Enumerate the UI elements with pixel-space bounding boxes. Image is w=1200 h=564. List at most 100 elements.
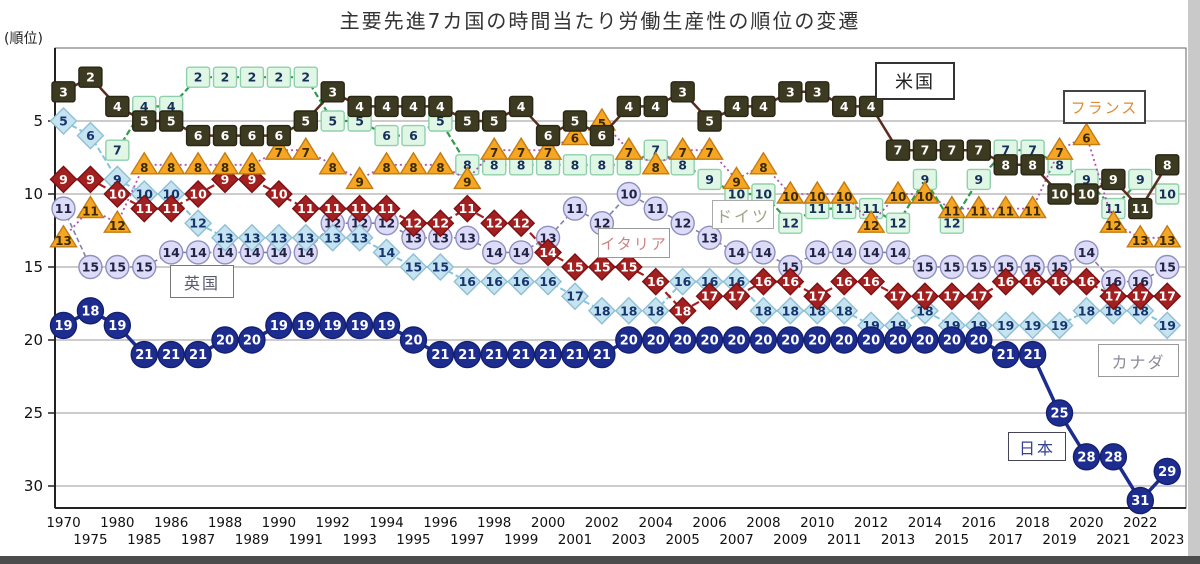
svg-text:15: 15 — [620, 260, 637, 275]
svg-text:8: 8 — [1163, 157, 1172, 172]
svg-text:13: 13 — [701, 230, 718, 245]
svg-text:3: 3 — [328, 84, 337, 99]
svg-text:16: 16 — [539, 274, 557, 289]
svg-text:11: 11 — [835, 201, 852, 216]
svg-text:13: 13 — [539, 230, 556, 245]
svg-text:20: 20 — [754, 334, 772, 349]
svg-text:2005: 2005 — [665, 532, 699, 548]
svg-text:10: 10 — [24, 185, 43, 203]
svg-text:1975: 1975 — [73, 532, 107, 548]
svg-text:10: 10 — [162, 187, 180, 202]
svg-text:6: 6 — [194, 128, 203, 143]
svg-text:10: 10 — [1159, 187, 1177, 202]
svg-text:11: 11 — [647, 201, 664, 216]
svg-text:15: 15 — [109, 260, 126, 275]
svg-text:7: 7 — [302, 146, 310, 160]
svg-text:13: 13 — [243, 230, 260, 245]
svg-text:2: 2 — [221, 70, 230, 85]
svg-text:6: 6 — [248, 128, 257, 143]
svg-text:2: 2 — [275, 70, 284, 85]
svg-text:28: 28 — [1104, 450, 1122, 465]
svg-text:13: 13 — [351, 230, 368, 245]
svg-text:18: 18 — [81, 304, 99, 319]
svg-text:14: 14 — [270, 245, 288, 260]
svg-text:21: 21 — [431, 348, 449, 363]
svg-text:11: 11 — [809, 201, 826, 216]
svg-text:5: 5 — [490, 114, 499, 129]
svg-text:11: 11 — [862, 201, 879, 216]
svg-text:4: 4 — [409, 99, 418, 114]
svg-text:31: 31 — [1131, 494, 1149, 509]
svg-text:9: 9 — [705, 172, 714, 187]
svg-text:13: 13 — [405, 230, 422, 245]
svg-text:2001: 2001 — [558, 532, 592, 548]
svg-text:1990: 1990 — [262, 515, 296, 531]
svg-text:13: 13 — [1132, 234, 1149, 248]
svg-text:11: 11 — [1132, 201, 1149, 216]
svg-text:14: 14 — [809, 245, 827, 260]
svg-text:7: 7 — [113, 143, 122, 158]
svg-text:13: 13 — [459, 230, 476, 245]
svg-text:12: 12 — [109, 219, 126, 233]
right-edge-bar — [1188, 0, 1200, 556]
svg-text:11: 11 — [297, 201, 314, 216]
svg-text:8: 8 — [329, 161, 337, 175]
svg-text:10: 10 — [1051, 187, 1069, 202]
svg-text:7: 7 — [705, 146, 713, 160]
svg-text:4: 4 — [382, 99, 391, 114]
svg-text:19: 19 — [108, 319, 126, 334]
svg-text:4: 4 — [732, 99, 741, 114]
svg-text:8: 8 — [652, 161, 660, 175]
svg-text:1986: 1986 — [154, 515, 188, 531]
svg-text:18: 18 — [782, 303, 799, 318]
svg-text:2015: 2015 — [935, 532, 969, 548]
svg-text:14: 14 — [835, 245, 853, 260]
series-label-uk: 英国 — [170, 265, 234, 298]
svg-text:16: 16 — [997, 274, 1015, 289]
svg-text:8: 8 — [167, 161, 175, 175]
svg-text:16: 16 — [459, 274, 477, 289]
svg-text:2002: 2002 — [585, 515, 619, 531]
svg-text:11: 11 — [324, 201, 341, 216]
series-japan: 19 18 19 21 21 21 20 20 19 19 19 19 19 20 21 21 21 21 21 21… — [49, 297, 1181, 515]
svg-text:21: 21 — [135, 348, 153, 363]
svg-text:12: 12 — [432, 216, 449, 231]
svg-text:20: 20 — [808, 334, 826, 349]
svg-text:18: 18 — [1132, 303, 1149, 318]
svg-text:20: 20 — [24, 331, 43, 349]
svg-text:5: 5 — [598, 117, 606, 131]
svg-text:5: 5 — [705, 114, 714, 129]
svg-text:2: 2 — [86, 70, 95, 85]
svg-text:8: 8 — [194, 161, 202, 175]
svg-text:17: 17 — [970, 289, 987, 304]
svg-text:10: 10 — [620, 187, 638, 202]
svg-text:18: 18 — [593, 303, 610, 318]
svg-text:13: 13 — [324, 230, 341, 245]
svg-text:6: 6 — [1082, 132, 1090, 146]
svg-text:21: 21 — [997, 348, 1015, 363]
svg-text:12: 12 — [674, 216, 691, 231]
svg-text:6: 6 — [221, 128, 230, 143]
svg-text:13: 13 — [297, 230, 314, 245]
svg-text:15: 15 — [916, 260, 933, 275]
svg-text:21: 21 — [512, 348, 530, 363]
svg-text:2007: 2007 — [719, 532, 753, 548]
series-label-canada: カナダ — [1098, 344, 1179, 377]
svg-text:11: 11 — [55, 201, 72, 216]
svg-text:20: 20 — [404, 334, 422, 349]
svg-text:6: 6 — [598, 128, 607, 143]
svg-text:16: 16 — [1105, 274, 1123, 289]
svg-text:3: 3 — [813, 84, 822, 99]
svg-text:10: 10 — [755, 187, 773, 202]
svg-text:7: 7 — [544, 146, 552, 160]
svg-text:16: 16 — [1078, 274, 1096, 289]
svg-text:1980: 1980 — [100, 515, 134, 531]
svg-text:11: 11 — [162, 201, 179, 216]
svg-text:6: 6 — [544, 128, 553, 143]
svg-text:4: 4 — [140, 99, 149, 114]
svg-text:6: 6 — [275, 128, 284, 143]
svg-text:11: 11 — [566, 201, 583, 216]
